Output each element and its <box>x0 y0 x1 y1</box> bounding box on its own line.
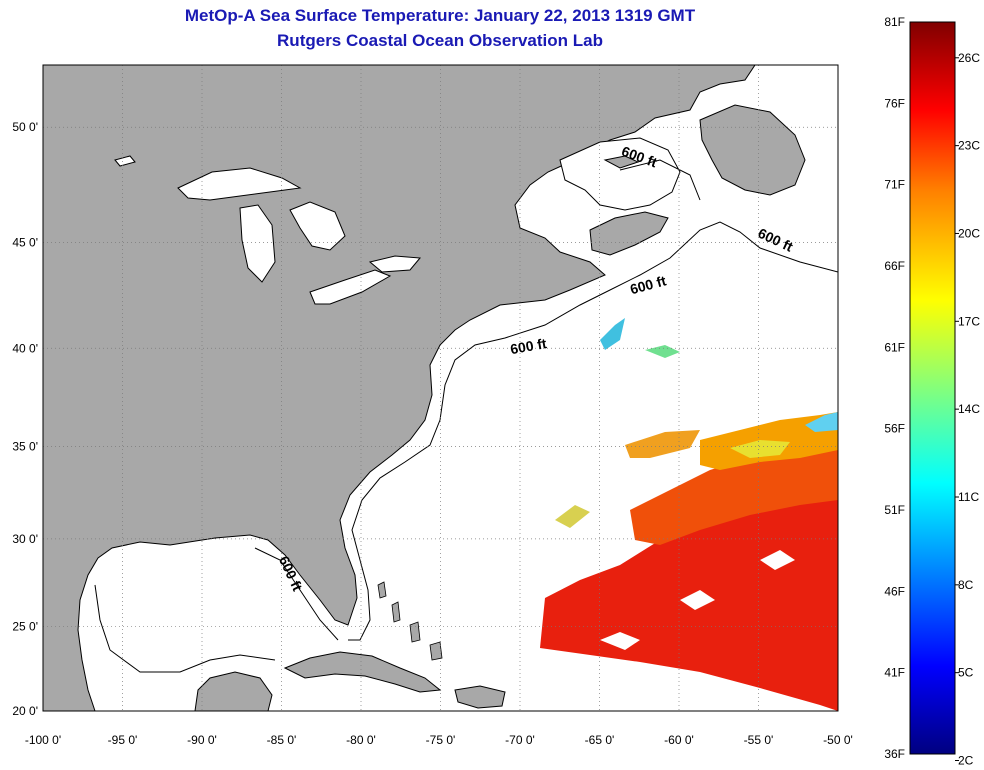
lon-tick-label: -95 0' <box>108 733 138 747</box>
lon-tick-label: -75 0' <box>426 733 456 747</box>
colorbar-celsius-labels: 26C 23C 20C 17C 14C 11C 8C 5C 2C <box>958 51 980 768</box>
lat-tick-label: 35 0' <box>12 439 38 453</box>
map-title: MetOp-A Sea Surface Temperature: January… <box>184 6 696 25</box>
colorbar-c-label: 14C <box>958 402 980 416</box>
colorbar-f-label: 36F <box>884 747 905 761</box>
sst-clouds <box>600 550 795 650</box>
colorbar-c-label: 20C <box>958 226 980 240</box>
lat-tick-label: 30 0' <box>12 532 38 546</box>
hispaniola-land <box>454 685 506 709</box>
lon-tick-label: -80 0' <box>346 733 376 747</box>
sst-yellow-patch <box>730 440 790 458</box>
lon-tick-label: -55 0' <box>744 733 774 747</box>
newfoundland-land <box>699 104 806 196</box>
yucatan-land <box>194 671 273 711</box>
colorbar-f-label: 61F <box>884 340 905 354</box>
colorbar-f-label: 51F <box>884 503 905 517</box>
lon-tick-label: -70 0' <box>505 733 535 747</box>
cuba-land <box>283 651 442 693</box>
temperature-colorbar <box>909 21 956 755</box>
lat-tick-label: 25 0' <box>12 620 38 634</box>
bahamas-islands <box>377 581 443 661</box>
lon-axis: -100 0' -95 0' -90 0' -85 0' -80 0' -75 0' -70… <box>25 733 853 747</box>
sst-data <box>540 318 838 711</box>
map-subtitle: Rutgers Coastal Ocean Observation Lab <box>277 31 603 50</box>
colorbar-fahrenheit-labels: 81F 76F 71F 66F 61F 56F 51F 46F 41F 36F <box>884 15 959 762</box>
colorbar-f-label: 71F <box>884 178 905 192</box>
lon-tick-label: -90 0' <box>187 733 217 747</box>
colorbar-c-label: 23C <box>958 139 980 153</box>
gulf-of-st-lawrence <box>559 137 681 211</box>
colorbar-f-label: 41F <box>884 666 905 680</box>
sst-cold-patch-north <box>600 318 625 350</box>
nova-scotia-land <box>589 211 669 256</box>
lat-axis: 20 0' 25 0' 30 0' 35 0' 40 0' 45 0' 50 0' <box>12 120 38 718</box>
sst-mid-swath <box>630 440 838 545</box>
colorbar-c-label: 26C <box>958 51 980 65</box>
lon-tick-label: -100 0' <box>25 733 61 747</box>
isobath-600ft <box>94 159 838 673</box>
colorbar-c-label: 5C <box>958 666 974 680</box>
lat-tick-label: 50 0' <box>12 120 38 134</box>
sst-cold-patch-east <box>805 412 838 432</box>
colorbar-f-label: 46F <box>884 584 905 598</box>
colorbar-f-label: 56F <box>884 422 905 436</box>
isobath-label: 600 ft <box>509 335 548 357</box>
map-frame <box>42 64 839 712</box>
great-lakes <box>114 155 422 305</box>
colorbar-c-label: 2C <box>958 754 974 768</box>
colorbar-f-label: 66F <box>884 259 905 273</box>
colorbar-c-label: 8C <box>958 578 974 592</box>
lon-tick-label: -85 0' <box>267 733 297 747</box>
lon-tick-label: -60 0' <box>664 733 694 747</box>
sst-gulfstream-patch <box>625 430 700 458</box>
lon-tick-label: -50 0' <box>823 733 853 747</box>
colorbar-f-label: 76F <box>884 96 905 110</box>
lat-tick-label: 20 0' <box>12 704 38 718</box>
anticosti-island <box>603 155 640 169</box>
sst-yellow-strip <box>555 505 590 528</box>
lon-tick-label: -65 0' <box>585 733 615 747</box>
lat-tick-label: 45 0' <box>12 236 38 250</box>
lat-tick-label: 40 0' <box>12 341 38 355</box>
colorbar-f-label: 81F <box>884 15 905 29</box>
colorbar-c-label: 11C <box>958 490 979 504</box>
colorbar-c-label: 17C <box>958 314 980 328</box>
